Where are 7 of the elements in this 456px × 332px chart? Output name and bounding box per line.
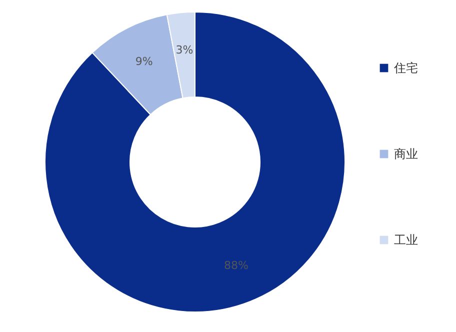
- donut-slice: [44, 12, 346, 312]
- data-label: 9%: [135, 55, 153, 68]
- data-label: 88%: [224, 259, 248, 272]
- data-label: 3%: [176, 43, 194, 56]
- legend-label: 工业: [394, 233, 418, 247]
- legend-label: 商业: [394, 147, 418, 161]
- legend-label: 住宅: [393, 61, 418, 75]
